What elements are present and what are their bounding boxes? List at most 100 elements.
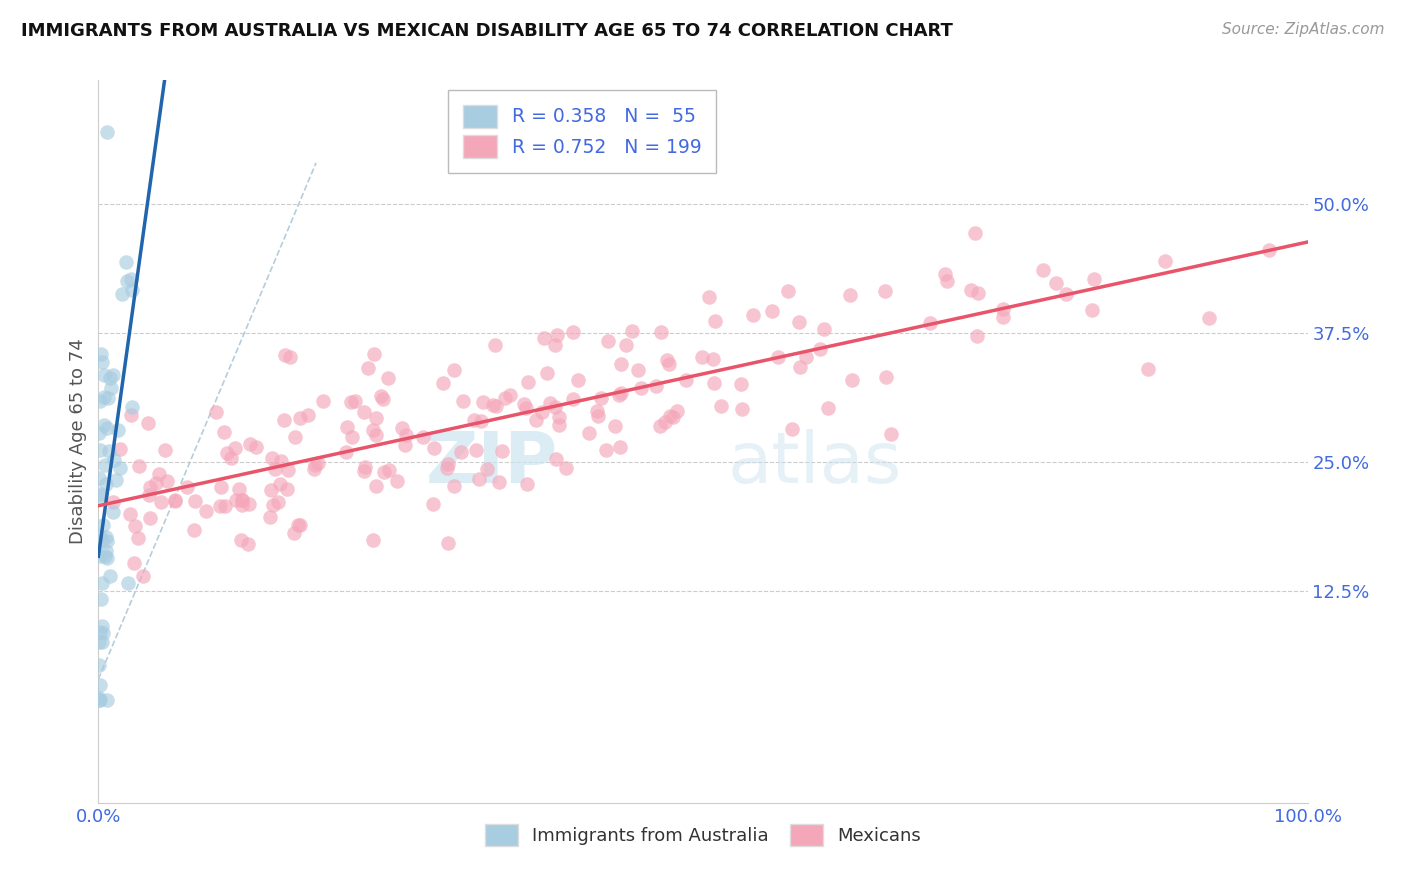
Point (530, 405, 553, 419)
Point (596, 334, 619, 348)
Point (94, 544, 117, 558)
Point (278, 351, 301, 365)
Text: ZIP: ZIP (426, 429, 558, 498)
Point (515, 401, 537, 416)
Point (90, 534, 112, 549)
Point (609, 440, 631, 454)
Point (357, 360, 380, 375)
Point (495, 392, 517, 406)
Point (654, 415, 676, 429)
Point (93, 368, 115, 383)
Point (710, 399, 733, 413)
Point (450, 445, 472, 459)
Point (96, 533, 118, 548)
Point (1054, 287, 1077, 301)
Point (209, 479, 232, 493)
Point (231, 492, 253, 507)
Point (918, 316, 941, 330)
Point (808, 342, 831, 356)
Point (342, 430, 364, 444)
Point (115, 274, 138, 288)
Point (204, 405, 226, 419)
Point (225, 492, 247, 507)
Point (224, 441, 246, 455)
Point (1154, 253, 1177, 268)
Point (103, 495, 125, 509)
Point (491, 443, 513, 458)
Point (353, 465, 375, 479)
Point (149, 494, 172, 508)
Point (567, 373, 589, 387)
Point (156, 474, 179, 488)
Point (127, 531, 149, 545)
Point (124, 519, 146, 533)
Point (436, 461, 458, 475)
Point (89, 489, 111, 503)
Point (621, 324, 644, 338)
Point (122, 556, 145, 570)
Point (544, 338, 567, 352)
Point (89, 529, 111, 543)
Point (120, 271, 142, 285)
Point (97, 391, 120, 405)
Point (290, 518, 312, 533)
Point (665, 404, 688, 418)
Point (516, 375, 538, 389)
Point (780, 422, 803, 436)
Point (742, 308, 765, 322)
Point (176, 479, 198, 493)
Point (794, 350, 817, 364)
Point (443, 479, 465, 493)
Point (100, 381, 122, 395)
Point (90, 575, 112, 590)
Point (307, 456, 329, 470)
Point (104, 473, 127, 487)
Point (813, 321, 835, 335)
Point (468, 472, 491, 486)
Point (361, 423, 384, 437)
Point (107, 423, 129, 437)
Point (165, 493, 187, 508)
Point (453, 394, 475, 409)
Point (138, 417, 160, 431)
Point (960, 283, 983, 297)
Point (731, 402, 754, 417)
Point (120, 408, 142, 422)
Point (991, 310, 1014, 325)
Point (89, 549, 111, 563)
Point (875, 369, 897, 384)
Point (87, 634, 110, 648)
Point (87, 471, 110, 485)
Point (586, 404, 609, 418)
Point (395, 428, 418, 442)
Point (238, 497, 260, 511)
Point (630, 381, 652, 395)
Text: atlas: atlas (727, 429, 901, 498)
Point (605, 419, 627, 434)
Point (93, 390, 115, 404)
Point (94, 530, 117, 544)
Legend: Immigrants from Australia, Mexicans: Immigrants from Australia, Mexicans (472, 812, 934, 859)
Point (90, 591, 112, 606)
Point (1080, 302, 1102, 317)
Point (91, 625, 114, 640)
Point (391, 421, 413, 435)
Point (270, 454, 292, 468)
Point (377, 371, 399, 385)
Point (89, 678, 111, 692)
Point (312, 393, 335, 408)
Point (967, 285, 990, 300)
Point (484, 338, 506, 352)
Point (274, 348, 297, 362)
Point (880, 427, 903, 442)
Point (89, 394, 111, 409)
Point (578, 425, 600, 440)
Point (128, 459, 150, 474)
Point (340, 394, 363, 409)
Point (993, 302, 1015, 317)
Point (432, 376, 454, 391)
Point (262, 451, 284, 466)
Point (344, 393, 367, 408)
Point (648, 418, 671, 433)
Point (614, 338, 637, 352)
